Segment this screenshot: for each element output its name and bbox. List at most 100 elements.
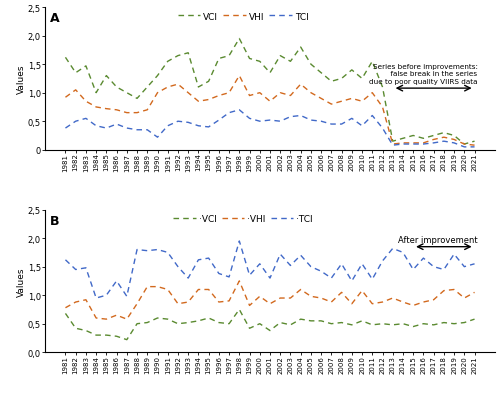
- ·TCI: [328, 276, 334, 281]
- TCI: [298, 114, 304, 119]
- VHI: [338, 100, 344, 104]
- ·VCI: [472, 317, 478, 322]
- Legend: VCI, VHI, TCI: VCI, VHI, TCI: [178, 13, 308, 21]
- VCI: [328, 80, 334, 85]
- ·VHI: [451, 287, 457, 292]
- ·VHI: [236, 279, 242, 284]
- ·VCI: [154, 316, 160, 321]
- ·VCI: [318, 319, 324, 324]
- VCI: [380, 85, 386, 90]
- ·TCI: [196, 258, 202, 262]
- ·VCI: [72, 326, 78, 331]
- VCI: [308, 62, 314, 67]
- VCI: [185, 51, 191, 56]
- ·VCI: [114, 334, 119, 339]
- VHI: [246, 94, 252, 99]
- ·TCI: [308, 264, 314, 269]
- ·VCI: [462, 320, 468, 325]
- ·TCI: [472, 262, 478, 266]
- Text: After improvement: After improvement: [398, 235, 477, 244]
- VHI: [462, 142, 468, 147]
- ·VHI: [154, 284, 160, 289]
- TCI: [236, 108, 242, 113]
- VHI: [257, 91, 263, 96]
- ·VCI: [430, 323, 436, 328]
- ·VCI: [451, 322, 457, 326]
- VHI: [400, 141, 406, 146]
- ·TCI: [462, 264, 468, 269]
- TCI: [441, 139, 447, 144]
- TCI: [328, 122, 334, 127]
- ·VHI: [72, 300, 78, 305]
- TCI: [462, 145, 468, 150]
- VHI: [370, 91, 376, 96]
- ·TCI: [298, 253, 304, 258]
- TCI: [134, 128, 140, 133]
- ·VHI: [430, 298, 436, 303]
- TCI: [277, 119, 283, 124]
- ·VHI: [338, 290, 344, 295]
- VCI: [124, 91, 130, 96]
- VHI: [124, 111, 130, 116]
- ·VCI: [420, 322, 426, 326]
- TCI: [338, 122, 344, 127]
- TCI: [206, 125, 212, 130]
- ·TCI: [441, 267, 447, 272]
- ·VHI: [288, 296, 294, 301]
- VHI: [83, 100, 89, 104]
- ·TCI: [451, 252, 457, 257]
- ·VHI: [328, 300, 334, 305]
- VHI: [472, 143, 478, 148]
- ·VCI: [196, 319, 202, 324]
- Text: Series before improvements:
  false break in the series
due to poor quality VIIR: Series before improvements: false break …: [369, 64, 478, 84]
- ·VCI: [308, 319, 314, 324]
- VHI: [134, 111, 140, 116]
- TCI: [62, 126, 68, 131]
- VHI: [226, 91, 232, 96]
- Line: TCI: TCI: [66, 111, 474, 147]
- Line: ·VHI: ·VHI: [66, 281, 474, 320]
- ·VHI: [277, 296, 283, 301]
- ·VCI: [83, 328, 89, 333]
- TCI: [308, 118, 314, 123]
- TCI: [83, 117, 89, 121]
- VCI: [246, 57, 252, 62]
- ·VHI: [257, 294, 263, 299]
- ·VHI: [164, 287, 170, 292]
- ·VHI: [267, 302, 273, 307]
- VHI: [441, 135, 447, 140]
- TCI: [144, 128, 150, 133]
- ·VCI: [390, 323, 396, 328]
- Line: VCI: VCI: [66, 39, 474, 145]
- TCI: [124, 126, 130, 131]
- ·VCI: [277, 320, 283, 325]
- TCI: [196, 124, 202, 129]
- ·VCI: [298, 317, 304, 322]
- ·VCI: [441, 320, 447, 325]
- ·VHI: [380, 300, 386, 305]
- VHI: [359, 100, 365, 104]
- ·VCI: [257, 322, 263, 326]
- TCI: [226, 111, 232, 116]
- VCI: [257, 60, 263, 64]
- ·VCI: [175, 322, 181, 326]
- ·VCI: [104, 333, 110, 338]
- VCI: [144, 85, 150, 90]
- TCI: [318, 119, 324, 124]
- VCI: [430, 134, 436, 139]
- ·VHI: [124, 317, 130, 322]
- ·TCI: [154, 247, 160, 252]
- ·VCI: [216, 320, 222, 325]
- TCI: [114, 122, 119, 127]
- TCI: [420, 142, 426, 147]
- ·TCI: [318, 269, 324, 274]
- ·TCI: [430, 264, 436, 269]
- Line: VHI: VHI: [66, 77, 474, 146]
- ·VHI: [175, 302, 181, 307]
- ·TCI: [359, 262, 365, 266]
- ·VCI: [359, 319, 365, 324]
- VCI: [164, 60, 170, 64]
- TCI: [472, 145, 478, 150]
- TCI: [370, 114, 376, 119]
- ·VCI: [370, 323, 376, 328]
